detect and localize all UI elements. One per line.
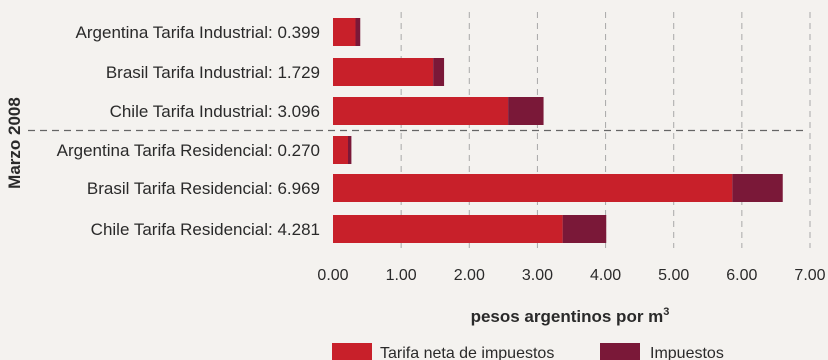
bar-tarifa-neta [333,18,356,46]
x-tick-label: 3.00 [522,267,553,284]
category-label: Brasil Tarifa Industrial: 1.729 [106,63,320,82]
bar-impuestos [562,215,607,243]
bar-tarifa-neta [333,174,733,202]
x-tick-labels: 0.00 1.00 2.00 3.00 4.00 5.00 6.00 7.00 [317,267,825,284]
bar-tarifa-neta [333,136,348,164]
bar-tarifa-neta [333,215,563,243]
x-axis-title-superscript: 3 [663,306,669,318]
bar-tarifa-neta [333,58,434,86]
x-tick-label: 2.00 [454,267,485,284]
bar-impuestos [355,18,361,46]
period-label: Marzo 2008 [5,97,24,189]
legend-label-tarifa-neta: Tarifa neta de impuestos [380,345,554,360]
legend-swatch-impuestos [600,343,640,360]
legend-label-impuestos: Impuestos [650,345,724,360]
bar-tarifa-neta [333,97,509,125]
legend-swatch-tarifa-neta [332,343,372,360]
bar-impuestos [508,97,544,125]
x-tick-label: 4.00 [590,267,621,284]
legend: Tarifa neta de impuestos Impuestos [332,343,724,360]
category-labels: Argentina Tarifa Industrial: 0.399 Brasil… [57,23,320,239]
x-tick-label: 1.00 [386,267,417,284]
bars [333,18,783,243]
x-axis-title: pesos argentinos por m3 [471,306,670,326]
bar-impuestos [433,58,445,86]
category-label: Chile Tarifa Residencial: 4.281 [91,220,320,239]
x-tick-label: 0.00 [317,267,348,284]
category-label: Brasil Tarifa Residencial: 6.969 [87,179,320,198]
category-label: Argentina Tarifa Residencial: 0.270 [57,141,320,160]
bar-impuestos [347,136,352,164]
bar-impuestos [732,174,783,202]
x-tick-label: 5.00 [658,267,689,284]
x-tick-label: 6.00 [726,267,757,284]
category-label: Chile Tarifa Industrial: 3.096 [110,102,320,121]
category-label: Argentina Tarifa Industrial: 0.399 [76,23,320,42]
x-tick-label: 7.00 [794,267,825,284]
